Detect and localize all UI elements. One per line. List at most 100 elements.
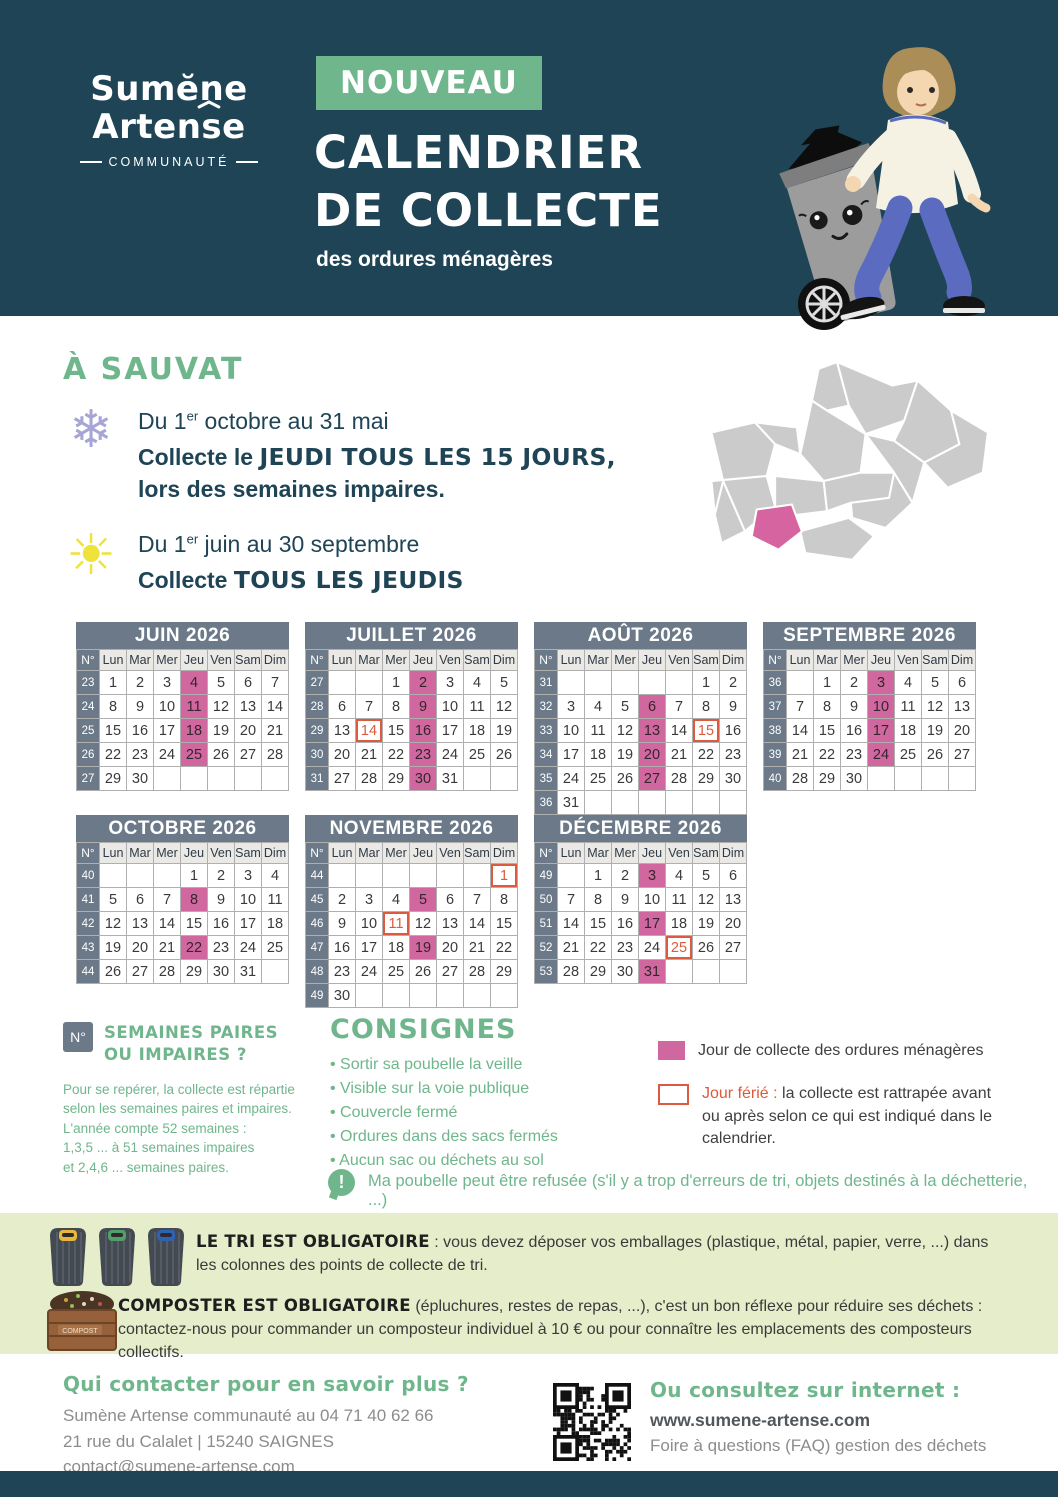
day-cell: 23 — [611, 935, 639, 960]
day-cell: 15 — [813, 718, 841, 743]
consigne-item: Ordures dans des sacs fermés — [330, 1125, 660, 1149]
holiday-day-cell: 15 — [692, 718, 720, 743]
logo-dash-icon — [236, 161, 258, 164]
day-cell: 26 — [692, 935, 720, 960]
day-cell: 28 — [665, 766, 693, 791]
day-cell — [719, 959, 747, 984]
day-cell: 2 — [719, 670, 747, 695]
collect-day-cell: 16 — [409, 718, 437, 743]
recycling-columns-icon — [50, 1228, 184, 1286]
day-cell: 29 — [584, 959, 612, 984]
day-cell — [409, 983, 437, 1008]
day-cell: 14 — [786, 718, 814, 743]
week-number: 36 — [534, 790, 558, 815]
week-number: 46 — [305, 911, 329, 936]
day-cell: 9 — [840, 694, 868, 719]
day-cell: 11 — [584, 718, 612, 743]
day-cell: 23 — [719, 742, 747, 767]
day-cell: 22 — [99, 742, 127, 767]
day-cell — [638, 790, 666, 815]
week-number: 44 — [76, 959, 100, 984]
day-cell: 11 — [665, 887, 693, 912]
week-number-header: N° — [534, 649, 558, 671]
day-cell: 30 — [611, 959, 639, 984]
contact-title: Qui contacter pour en savoir plus ? — [63, 1372, 469, 1396]
holiday-day-cell: 25 — [665, 935, 693, 960]
day-cell: 7 — [786, 694, 814, 719]
day-cell: 25 — [894, 742, 922, 767]
collect-day-cell: 23 — [409, 742, 437, 767]
day-cell — [719, 790, 747, 815]
week-number: 49 — [534, 863, 558, 888]
day-cell: 23 — [207, 935, 235, 960]
day-cell — [355, 670, 383, 695]
day-cell: 10 — [153, 694, 181, 719]
day-cell: 5 — [490, 670, 518, 695]
day-cell: 22 — [490, 935, 518, 960]
day-cell: 4 — [665, 863, 693, 888]
day-cell — [665, 790, 693, 815]
day-header: Mer — [840, 649, 868, 671]
day-cell — [463, 766, 491, 791]
day-cell: 7 — [463, 887, 491, 912]
period-dates: Du 1er juin au 30 septembre — [138, 530, 420, 557]
week-number: 41 — [76, 887, 100, 912]
day-cell — [867, 766, 895, 791]
location-title: À SAUVAT — [63, 352, 244, 387]
website-url: www.sumene-artense.com — [650, 1410, 871, 1430]
week-number: 39 — [763, 742, 787, 767]
day-cell: 1 — [180, 863, 208, 888]
day-cell — [328, 863, 356, 888]
day-cell: 10 — [355, 911, 383, 936]
week-number: 31 — [534, 670, 558, 695]
month-grid: N° Lun Mar Mer Jeu Ven Sam Dim 36 1 2 3 4 5 6 37 7 8 9 10 11… — [763, 649, 976, 791]
day-cell: 6 — [328, 694, 356, 719]
day-cell: 16 — [207, 911, 235, 936]
warning-text: Ma poubelle peut être refusée (s'il y a … — [368, 1172, 1028, 1209]
day-cell: 2 — [126, 670, 154, 695]
day-cell: 1 — [382, 670, 410, 695]
day-header: Mar — [813, 649, 841, 671]
day-cell: 4 — [382, 887, 410, 912]
day-cell: 14 — [153, 911, 181, 936]
collect-day-cell: 30 — [409, 766, 437, 791]
week-number: 45 — [305, 887, 329, 912]
month-title: JUIN 2026 — [76, 622, 289, 649]
day-cell: 16 — [611, 911, 639, 936]
day-cell: 2 — [328, 887, 356, 912]
week-number: 27 — [76, 766, 100, 791]
collect-day-cell: 18 — [180, 718, 208, 743]
month-grid: N° Lun Mar Mer Jeu Ven Sam Dim 23 1 2 3 4 5 6 7 24 8 9 10 11… — [76, 649, 289, 791]
day-cell: 14 — [463, 911, 491, 936]
day-cell: 29 — [382, 766, 410, 791]
logo: Sumĕne Artense COMMUNAUTÉ — [80, 70, 258, 169]
day-cell: 18 — [584, 742, 612, 767]
day-cell: 22 — [584, 935, 612, 960]
week-number: 27 — [305, 670, 329, 695]
weeks-explanation: N° SEMAINES PAIRES OU IMPAIRES ? Pour se… — [63, 1022, 319, 1177]
day-cell: 18 — [261, 911, 289, 936]
day-cell — [894, 766, 922, 791]
week-number: 37 — [763, 694, 787, 719]
day-cell: 28 — [463, 959, 491, 984]
month-grid: N° Lun Mar Mer Jeu Ven Sam Dim 44 1 45 2 3 4 5 6 7 8 46 9 10… — [305, 842, 518, 1008]
collect-day-cell: 17 — [638, 911, 666, 936]
day-cell: 4 — [261, 863, 289, 888]
day-cell: 16 — [328, 935, 356, 960]
calendar-month: JUIN 2026 N° Lun Mar Mer Jeu Ven Sam Dim 23 1 2 3 4 5… — [76, 622, 289, 791]
day-cell: 28 — [153, 959, 181, 984]
day-cell: 30 — [719, 766, 747, 791]
main-subtitle: des ordures ménagères — [316, 248, 553, 271]
day-cell: 12 — [207, 694, 235, 719]
day-cell: 21 — [355, 742, 383, 767]
week-number: 52 — [534, 935, 558, 960]
day-cell — [611, 790, 639, 815]
week-number: 24 — [76, 694, 100, 719]
day-cell: 19 — [99, 935, 127, 960]
day-header: Sam — [692, 842, 720, 864]
calendar-month: SEPTEMBRE 2026 N° Lun Mar Mer Jeu Ven Sam Dim 36… — [763, 622, 976, 791]
day-cell: 3 — [557, 694, 585, 719]
consignes-list: Sortir sa poubelle la veille Visible sur… — [330, 1053, 660, 1173]
month-grid: N° Lun Mar Mer Jeu Ven Sam Dim 40 1 2 3 4 41 5 6 7 8 9 10 11… — [76, 842, 289, 984]
